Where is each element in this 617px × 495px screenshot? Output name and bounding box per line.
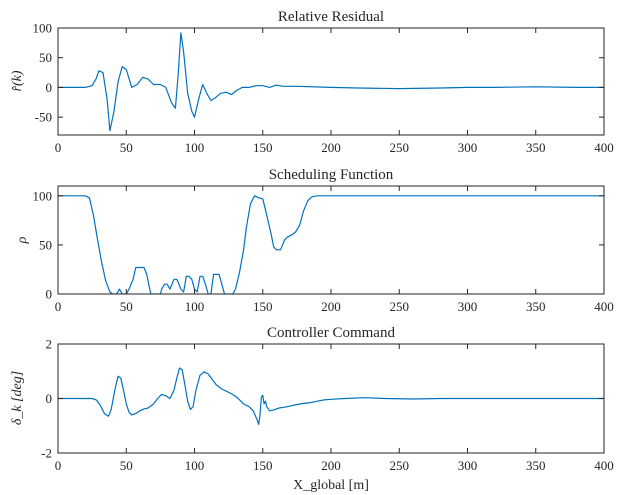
x-axis-label: X_global [m]	[293, 478, 369, 493]
y-tick-label: 100	[33, 21, 53, 36]
x-tick-label: 350	[526, 299, 546, 314]
panel-2-plot-area: 0 50 100 150 200 250 300 350 400 0 50 100	[33, 185, 614, 314]
panel-3-title: Controller Command	[267, 325, 395, 341]
x-tick-label: 400	[594, 458, 614, 473]
x-tick-label: 150	[253, 299, 273, 314]
x-tick-label: 300	[458, 140, 478, 155]
panel-1-ylabel: r̂(k)	[10, 70, 25, 91]
x-tick-label: 350	[526, 140, 546, 155]
y-tick-label: 2	[46, 337, 53, 352]
x-tick-label: 350	[526, 458, 546, 473]
x-tick-label: 50	[120, 458, 133, 473]
series-line-1	[58, 367, 604, 425]
x-tick-label: 100	[185, 299, 205, 314]
x-tick-label: 100	[185, 458, 205, 473]
x-tick-label: 400	[594, 140, 614, 155]
x-tick-label: 100	[185, 140, 205, 155]
panel-scheduling-function: Scheduling Function ρ 0 50 100 150 200 250 300…	[15, 167, 614, 314]
y-tick-label: 50	[39, 50, 52, 65]
panel-1-title: Relative Residual	[278, 9, 384, 25]
series-line-1	[58, 32, 604, 132]
y-tick-label: 0	[46, 391, 53, 406]
x-tick-label: 150	[253, 140, 273, 155]
panel-3-ylabel: δ_k [deg]	[10, 371, 25, 425]
panel-controller-command: Controller Command δ_k [deg] 0 50 100 150 20…	[10, 325, 614, 493]
x-tick-label: 0	[55, 299, 62, 314]
x-tick-label: 200	[321, 299, 341, 314]
panel-2-title: Scheduling Function	[269, 167, 394, 183]
y-tick-label: 0	[46, 287, 53, 302]
x-tick-label: 200	[321, 458, 341, 473]
panel-2-ylabel: ρ	[15, 236, 30, 244]
x-tick-label: 300	[458, 458, 478, 473]
x-tick-label: 400	[594, 299, 614, 314]
y-tick-label: 50	[39, 237, 52, 252]
y-tick-label: 0	[46, 80, 53, 95]
x-tick-label: 300	[458, 299, 478, 314]
x-tick-label: 150	[253, 458, 273, 473]
x-tick-label: 0	[55, 140, 62, 155]
x-tick-label: 0	[55, 458, 62, 473]
series-line-1	[58, 195, 604, 294]
x-tick-label: 250	[390, 140, 410, 155]
x-tick-label: 50	[120, 299, 133, 314]
panel-3-plot-area: 0 50 100 150 200 250 300 350 400-202	[41, 337, 614, 474]
y-tick-label: 100	[33, 188, 53, 203]
panel-relative-residual: Relative Residual r̂(k) 0 50 100 150 200 250 3…	[10, 9, 614, 155]
y-tick-label: -2	[41, 446, 52, 461]
x-tick-label: 200	[321, 140, 341, 155]
x-tick-label: 250	[390, 458, 410, 473]
x-tick-label: 250	[390, 299, 410, 314]
y-tick-label: -50	[35, 110, 52, 125]
x-tick-label: 50	[120, 140, 133, 155]
